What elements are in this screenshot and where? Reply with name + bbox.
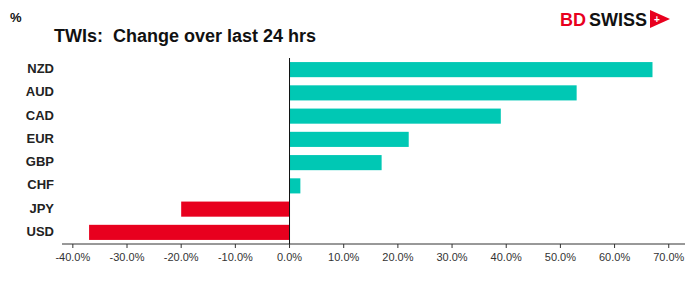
x-tick — [614, 244, 615, 248]
axis-label: % — [10, 10, 22, 25]
x-tick-label: 70.0% — [653, 251, 684, 263]
x-tick — [506, 244, 507, 248]
title: TWIs: Change over last 24 hrs — [54, 26, 316, 46]
x-tick-label: -10.0% — [218, 251, 253, 263]
x-tick — [289, 244, 290, 248]
category-label: GBP — [26, 154, 55, 169]
category-label: EUR — [27, 131, 55, 146]
category-label: NZD — [27, 61, 54, 76]
x-tick — [343, 244, 344, 248]
bar — [290, 109, 501, 124]
logo-triangle — [650, 10, 670, 28]
x-tick-label: 20.0% — [382, 251, 413, 263]
bar — [89, 225, 289, 240]
x-tick-label: -40.0% — [55, 251, 90, 263]
logo-text: + — [654, 14, 660, 25]
bar — [290, 155, 382, 170]
bar — [181, 202, 289, 217]
x-tick-label: 40.0% — [491, 251, 522, 263]
x-tick — [397, 244, 398, 248]
x-tick — [72, 244, 73, 248]
chart: TWIs: Change over last 24 hrs% BDSWISS + NZ… — [0, 0, 700, 282]
x-tick — [127, 244, 128, 248]
zero-line — [289, 58, 290, 244]
x-tick-label: 30.0% — [436, 251, 467, 263]
category-label: CAD — [26, 108, 54, 123]
logo-arrow: + — [650, 10, 670, 28]
x-tick — [181, 244, 182, 248]
bar — [290, 62, 653, 77]
x-tick-label: -30.0% — [110, 251, 145, 263]
category-label: CHF — [27, 177, 54, 192]
x-tick — [235, 244, 236, 248]
x-tick — [668, 244, 669, 248]
x-tick-label: -20.0% — [164, 251, 199, 263]
x-axis-line — [62, 244, 685, 245]
x-tick — [452, 244, 453, 248]
category-label: AUD — [26, 84, 54, 99]
bars — [89, 62, 652, 240]
category-label: JPY — [29, 201, 54, 216]
bar — [290, 178, 301, 193]
x-tick-label: 50.0% — [545, 251, 576, 263]
logo-text: SWISS — [589, 10, 647, 30]
x-tick-label: 60.0% — [599, 251, 630, 263]
x-tick-label: 0.0% — [277, 251, 302, 263]
category-label: USD — [27, 224, 54, 239]
bar — [290, 132, 409, 147]
x-tick — [560, 244, 561, 248]
bar — [290, 85, 577, 100]
x-tick-label: 10.0% — [328, 251, 359, 263]
logo-text: BD — [560, 10, 586, 30]
